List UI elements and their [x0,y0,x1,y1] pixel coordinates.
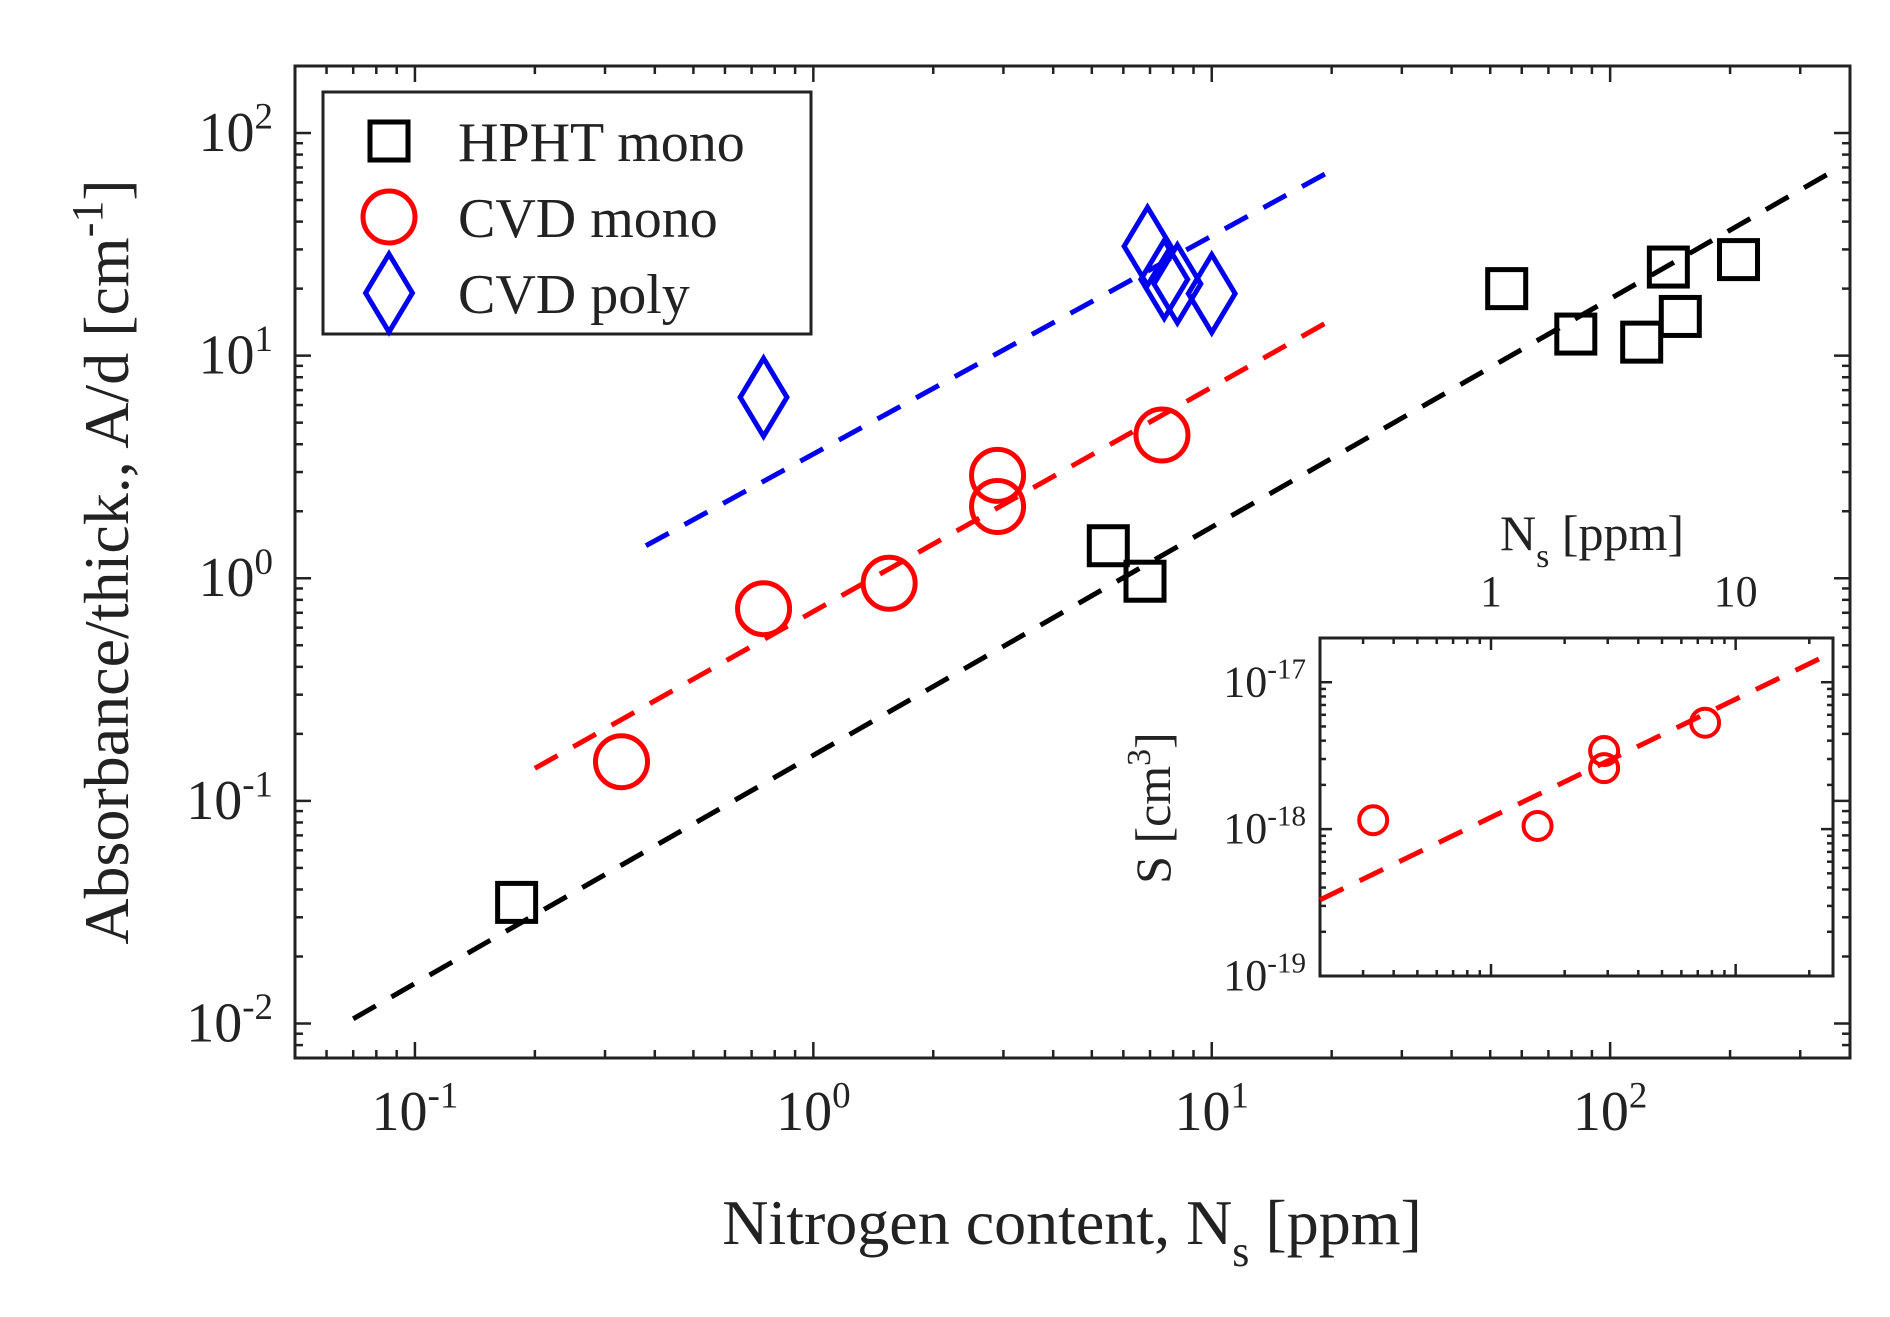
main-point-diamond [737,353,790,442]
legend-label: HPHT mono [458,112,745,174]
main-x-axis-label: Nitrogen content, Ns [ppm] [722,1187,1422,1276]
inset-y-tick-label: 10-18 [1223,801,1306,854]
main-point-square [1554,312,1598,356]
main-point-circle [969,478,1027,536]
inset-point-circle [1588,752,1621,785]
main-point-square [1620,320,1664,364]
inset-chart: 1 10 10-19 10-18 10-17 Ns [ppm] S [cm3] [1121,505,1835,1000]
legend-marker-square [367,119,411,163]
inset-x-tick-label: 10 [1714,567,1758,616]
inset-data-points [1357,706,1722,842]
main-data-points [495,202,1761,924]
main-point-square [1485,267,1529,311]
legend-marker-circle [360,188,418,246]
inset-axis-ticks [1318,636,1833,978]
main-x-tick-label: 100 [776,1075,850,1143]
main-axis-ticks [293,64,1852,1060]
legend-box [321,90,813,336]
main-point-square [1646,245,1690,289]
inset-fit-circle [1318,649,1835,903]
main-point-square [1658,294,1702,338]
main-fit-circle [533,317,1333,771]
main-x-tick-label: 101 [1174,1075,1248,1143]
main-point-square [1717,238,1761,282]
inset-fit-lines [1318,649,1835,903]
main-x-tick-label: 102 [1573,1075,1647,1143]
main-point-circle [969,446,1027,504]
inset-x-tick-labels: 1 10 [1480,567,1758,616]
inset-plot-frame [1318,636,1835,978]
main-point-diamond [1151,240,1204,328]
main-point-circle [735,580,793,638]
inset-point-circle [1588,735,1621,768]
legend-marker-diamond [362,249,416,337]
inset-point-circle [1521,809,1554,842]
legend-label: CVD poly [458,264,690,326]
main-y-tick-label: 102 [199,96,273,164]
main-y-tick-labels: 10-2 10-1 100 101 102 [186,96,273,1055]
inset-y-tick-labels: 10-19 10-18 10-17 [1223,654,1306,1000]
main-point-square [495,880,539,924]
inset-x-axis-label: Ns [ppm] [1500,505,1684,575]
main-y-tick-label: 100 [199,541,273,609]
main-x-tick-label: 10-1 [372,1075,459,1143]
main-point-square [1123,559,1167,603]
main-point-square [1086,524,1130,568]
main-point-diamond [1121,202,1174,291]
inset-y-tick-label: 10-19 [1223,947,1306,1000]
main-y-axis-label: Absorbance/thick., A/d [cm-1] [63,179,142,944]
inset-x-tick-label: 1 [1480,567,1502,616]
inset-point-circle [1689,706,1722,739]
legend-label: CVD mono [458,188,718,250]
legend: HPHT mono CVD mono CVD poly [321,90,813,337]
main-y-tick-label: 10-1 [186,763,273,831]
main-point-diamond [1185,249,1239,338]
main-point-circle [860,554,918,612]
main-x-tick-labels: 10-1 100 101 102 [372,1075,1648,1143]
main-y-tick-label: 10-2 [186,986,273,1054]
inset-point-circle [1357,804,1390,837]
main-y-tick-label: 101 [199,318,273,386]
inset-y-tick-label: 10-17 [1223,654,1306,707]
main-point-diamond [1137,235,1191,324]
main-point-circle [1133,406,1191,464]
main-point-circle [593,733,651,791]
inset-y-axis-label: S [cm3] [1121,732,1181,884]
